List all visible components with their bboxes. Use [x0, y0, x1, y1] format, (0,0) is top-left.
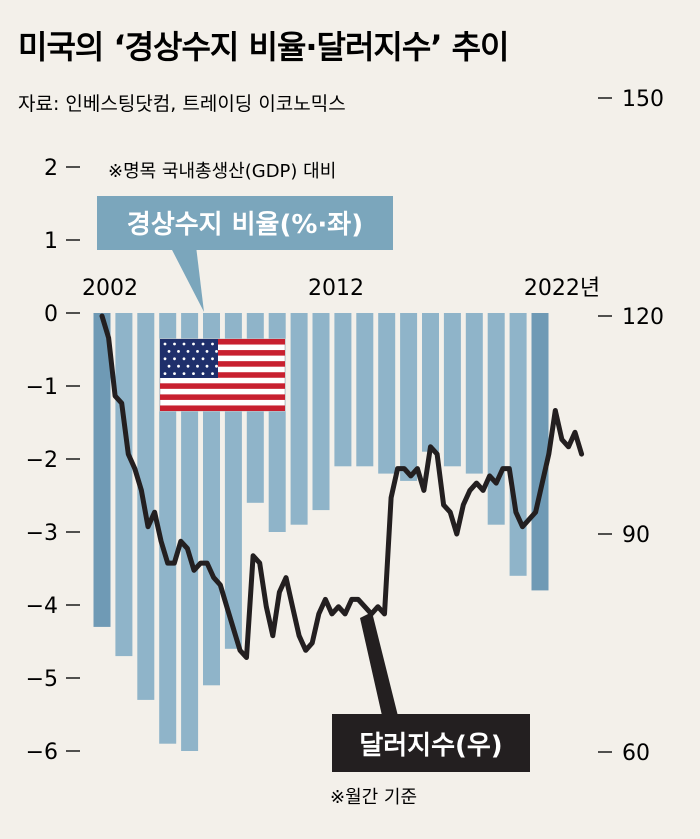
right-axis: 150 120 90 60	[598, 87, 664, 766]
chart-source: 자료: 인베스팅닷컴, 트레이딩 이코노믹스	[18, 93, 346, 115]
gdp-note: ※명목 국내총생산(GDP) 대비	[108, 161, 336, 182]
bar	[290, 313, 308, 525]
left-axis-tick-label: 2	[44, 156, 58, 181]
bar	[356, 313, 374, 467]
bar	[531, 313, 549, 591]
right-axis-tick-label: 90	[622, 523, 650, 548]
dollar-index-line	[99, 313, 585, 660]
left-axis-tick-label: −6	[26, 740, 58, 765]
bar	[465, 313, 483, 474]
bar	[509, 313, 527, 576]
bar	[487, 313, 505, 525]
bar-series-label-text: 경상수지 비율(%·좌)	[127, 210, 363, 240]
left-axis: 2 1 0 −1 −2 −3 −4 −5 −6	[26, 156, 80, 765]
chart-title: 미국의 ‘경상수지 비율·달러지수’ 추이	[18, 28, 509, 66]
left-axis-tick-label: −2	[26, 448, 58, 473]
line-series-label-text: 달러지수(우)	[359, 731, 502, 761]
bar	[93, 313, 111, 627]
left-axis-tick-label: 0	[44, 302, 58, 327]
left-axis-tick-label: 1	[44, 229, 58, 254]
right-axis-tick-label: 60	[622, 741, 650, 766]
bar	[115, 313, 133, 657]
line-series-label: 달러지수(우)	[332, 612, 530, 772]
left-axis-tick-label: −5	[26, 667, 58, 692]
x-axis-ticks: 2002 2012 2022년	[82, 276, 600, 301]
bar	[400, 313, 418, 481]
bar	[422, 313, 439, 452]
x-axis-tick-label: 2002	[82, 276, 138, 301]
left-axis-tick-label: −1	[26, 375, 58, 400]
bar	[378, 313, 396, 474]
bar	[159, 313, 177, 744]
current-account-bars	[93, 313, 549, 751]
left-axis-tick-label: −3	[26, 521, 58, 546]
bar	[181, 313, 199, 751]
us-flag-icon	[159, 338, 286, 412]
x-axis-tick-label: 2012	[308, 276, 364, 301]
bar	[312, 313, 330, 511]
x-axis-tick-label: 2022년	[524, 276, 600, 301]
monthly-note: ※월간 기준	[330, 787, 417, 808]
bar-series-label: 경상수지 비율(%·좌)	[97, 196, 393, 312]
left-axis-tick-label: −4	[26, 594, 58, 619]
bar	[334, 313, 352, 467]
right-axis-tick-label: 150	[622, 87, 664, 112]
bar	[443, 313, 461, 467]
right-axis-tick-label: 120	[622, 305, 664, 330]
